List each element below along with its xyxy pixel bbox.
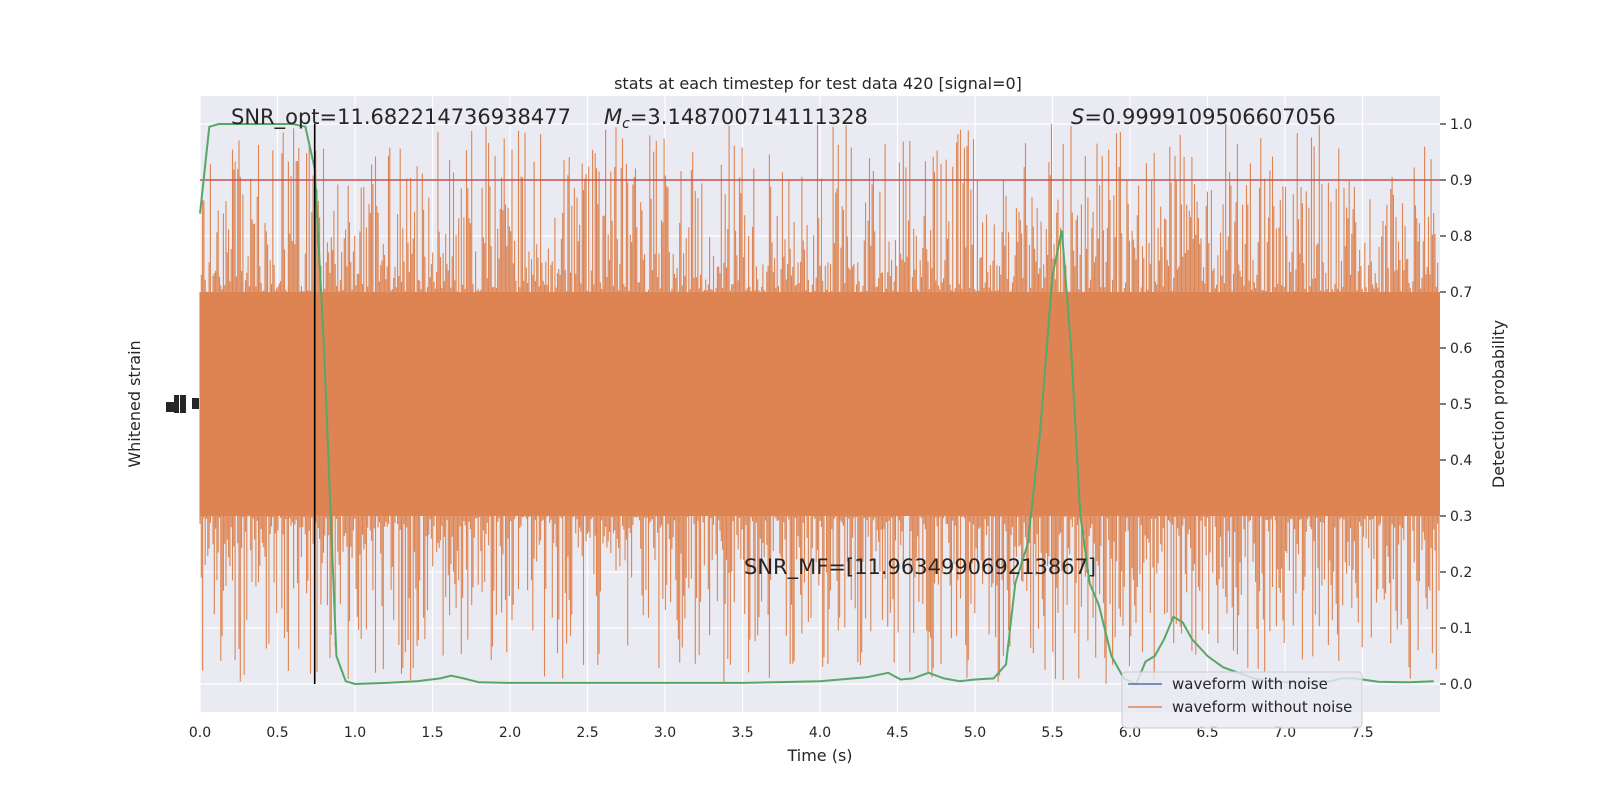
legend-label-without-noise: waveform without noise [1172, 698, 1352, 716]
y-tick-label: 0.2 [1450, 565, 1472, 581]
legend: waveform with noise waveform without noi… [1121, 671, 1363, 729]
chirp-mass-symbol: M [604, 105, 622, 129]
x-tick-label: 6.5 [1196, 725, 1218, 741]
s-value: =0.9999109506607056 [1084, 105, 1335, 129]
x-axis-label: Time (s) [786, 746, 852, 765]
chart-title: stats at each timestep for test data 420… [614, 74, 1022, 93]
x-tick-label: 2.5 [576, 725, 598, 741]
y-axis-label-right: Detection probability [1489, 320, 1508, 488]
y-tick-label: 0.4 [1450, 453, 1472, 469]
x-tick-label: 1.5 [421, 725, 443, 741]
y-right-tick-labels: 0.0 0.1 0.2 0.3 0.4 0.5 0.6 0.7 0.8 0.9 1.0 [1440, 117, 1472, 693]
chirp-mass-subscript: c [622, 116, 630, 132]
legend-label-with-noise: waveform with noise [1172, 675, 1328, 693]
s-symbol: S [1071, 105, 1084, 129]
y-tick-label: 1.0 [1450, 117, 1472, 133]
x-tick-label: 5.0 [964, 725, 986, 741]
x-tick-label: 7.0 [1274, 725, 1296, 741]
snr-mf-annotation: SNR_MF=[11.963499069213867] [744, 555, 1096, 580]
y-tick-label: 0.9 [1450, 173, 1472, 189]
x-tick-label: 0.0 [189, 725, 211, 741]
y-tick-label: 0.6 [1450, 341, 1472, 357]
x-tick-label: 3.5 [731, 725, 753, 741]
x-tick-label: 2.0 [499, 725, 521, 741]
y-tick-label: 0.3 [1450, 509, 1472, 525]
s-annotation: S=0.9999109506607056 [1071, 105, 1336, 129]
y-axis-label-left: Whitened strain [125, 340, 144, 467]
x-tick-labels: 0.0 0.5 1.0 1.5 2.0 2.5 3.0 3.5 4.0 4.5 5.0 5.5 6.0 6… [189, 725, 1374, 741]
waveform-without-noise-trace [199, 124, 1440, 684]
chirp-mass-annotation: Mc=3.148700714111328 [604, 105, 868, 132]
x-tick-label: 6.0 [1119, 725, 1141, 741]
y-tick-label: 0.7 [1450, 285, 1472, 301]
y-tick-label: 0.8 [1450, 229, 1472, 245]
x-tick-label: 1.0 [344, 725, 366, 741]
snr-opt-annotation: SNR_opt=11.682214736938477 [231, 105, 571, 130]
detection-probability-layer [199, 123, 1434, 686]
y-tick-label: 0.0 [1450, 677, 1472, 693]
detection-probability-line [199, 123, 1434, 686]
y-tick-label: 0.1 [1450, 621, 1472, 637]
waveform-spikes [199, 124, 1440, 684]
left-axis-tick-cluster [166, 395, 199, 413]
x-tick-label: 4.5 [886, 725, 908, 741]
x-tick-label: 0.5 [266, 725, 288, 741]
x-tick-label: 4.0 [809, 725, 831, 741]
x-tick-label: 3.0 [654, 725, 676, 741]
y-tick-label: 0.5 [1450, 397, 1472, 413]
x-tick-label: 5.5 [1041, 725, 1063, 741]
chirp-mass-value: =3.148700714111328 [630, 105, 868, 129]
x-tick-label: 7.5 [1351, 725, 1373, 741]
